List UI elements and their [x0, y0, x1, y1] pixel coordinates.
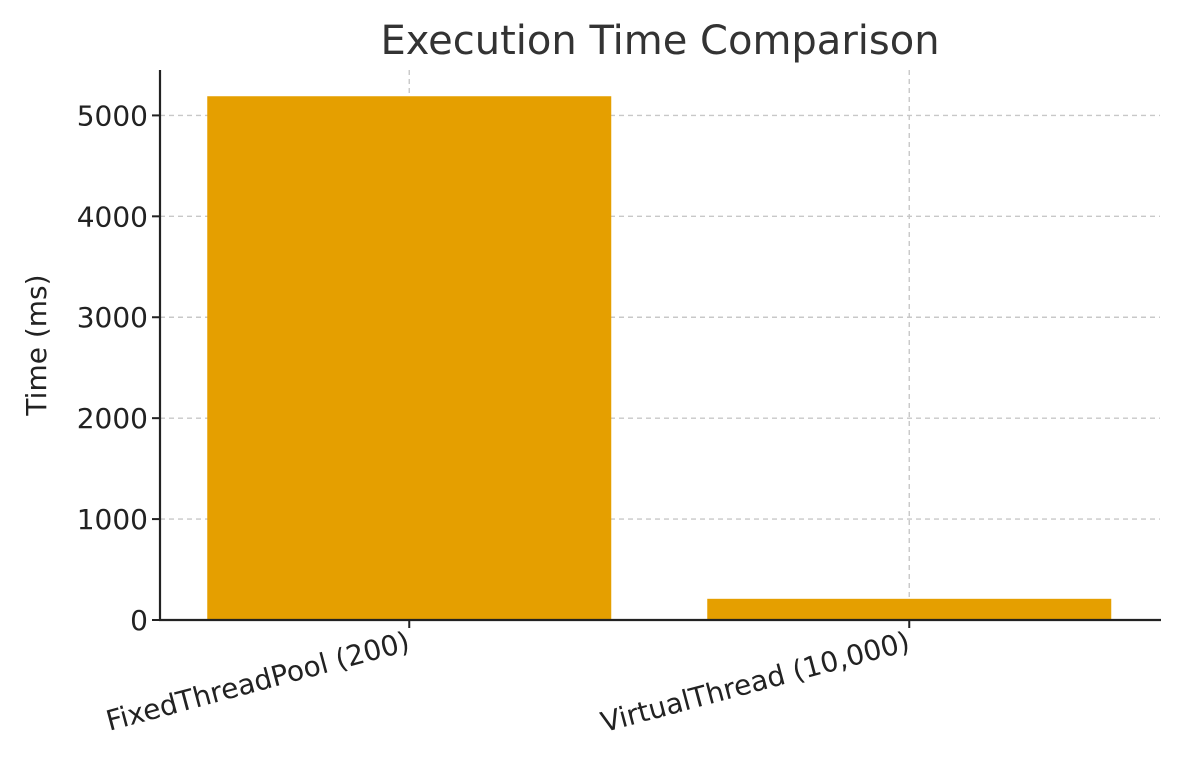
bar — [207, 96, 612, 621]
y-tick-label: 4000 — [77, 200, 148, 233]
y-tick-label: 5000 — [77, 99, 148, 132]
y-tick-label: 2000 — [77, 402, 148, 435]
x-tick-label: VirtualThread (10,000) — [597, 625, 913, 739]
bars — [207, 96, 1112, 621]
chart-title: Execution Time Comparison — [380, 18, 939, 64]
bar — [707, 598, 1112, 620]
y-tick-label: 0 — [130, 604, 148, 637]
y-tick-label: 1000 — [77, 503, 148, 536]
y-axis-label: Time (ms) — [20, 274, 53, 416]
x-tick-label: FixedThreadPool (200) — [103, 625, 413, 738]
y-tick-label: 3000 — [77, 301, 148, 334]
